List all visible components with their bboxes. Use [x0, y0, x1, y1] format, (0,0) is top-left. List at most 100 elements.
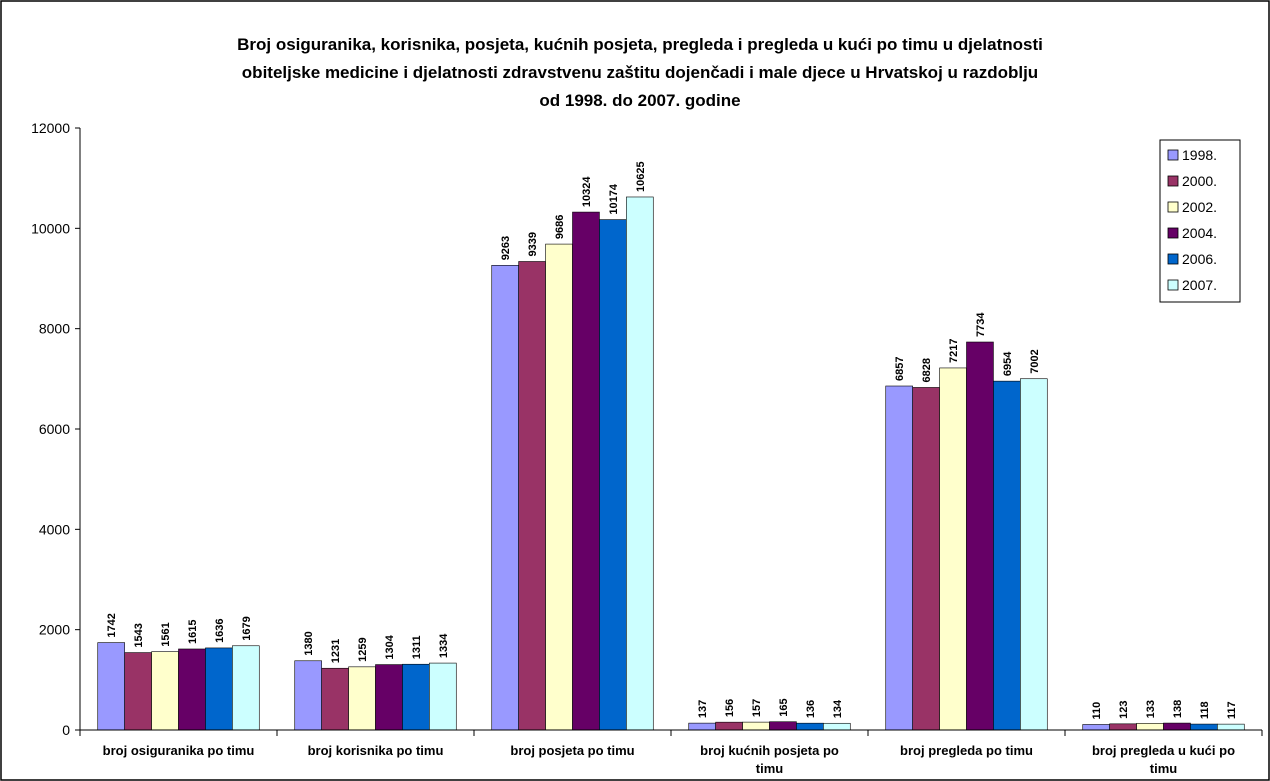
bar	[518, 261, 546, 731]
x-tick-label: broj pregleda po timu	[900, 743, 1033, 758]
data-label: 6954	[1002, 351, 1014, 376]
data-label: 10625	[635, 161, 647, 192]
legend-swatch	[1167, 279, 1179, 291]
x-tick-label: broj kućnih posjeta po timu	[700, 743, 839, 776]
y-tick-label: 0	[62, 722, 70, 738]
bar	[124, 652, 152, 731]
legend-label: 1998.	[1182, 147, 1217, 163]
data-label: 1742	[106, 613, 118, 637]
data-label: 9686	[554, 215, 566, 239]
data-label: 1311	[411, 635, 423, 659]
data-label: 1543	[133, 623, 145, 647]
data-label: 134	[832, 699, 844, 718]
bar	[742, 721, 770, 731]
data-label: 117	[1226, 701, 1238, 719]
bar	[966, 341, 994, 731]
bar	[572, 211, 600, 731]
data-label: 136	[805, 700, 817, 718]
data-label: 1679	[241, 616, 253, 640]
y-tick-label: 10000	[31, 220, 70, 236]
data-label: 1561	[160, 622, 172, 646]
bar	[1020, 378, 1048, 731]
chart-title: obiteljske medicine i djelatnosti zdravs…	[242, 63, 1038, 82]
data-label: 1259	[357, 637, 369, 661]
chart-title: Broj osiguranika, korisnika, posjeta, ku…	[237, 35, 1043, 54]
legend-swatch	[1167, 201, 1179, 213]
bar	[1082, 724, 1110, 731]
y-tick-label: 2000	[39, 622, 70, 638]
y-tick-label: 6000	[39, 421, 70, 437]
bar	[545, 243, 573, 731]
data-label: 9339	[527, 232, 539, 256]
bar	[321, 667, 349, 731]
bar	[348, 666, 376, 731]
legend-label: 2002.	[1182, 199, 1217, 215]
bar	[599, 219, 627, 731]
bar	[626, 196, 654, 731]
x-tick-label: broj osiguranika po timu	[103, 743, 255, 758]
bar	[151, 651, 179, 731]
data-label: 6857	[894, 357, 906, 381]
data-label: 10174	[608, 183, 620, 214]
data-label: 7734	[975, 312, 987, 337]
data-label: 1380	[303, 631, 315, 655]
bar	[1217, 723, 1245, 731]
legend-swatch	[1167, 175, 1179, 187]
data-label: 118	[1199, 701, 1211, 719]
bar	[796, 722, 824, 731]
bar	[688, 722, 716, 731]
data-label: 10324	[581, 176, 593, 207]
data-label: 1636	[214, 618, 226, 642]
legend-label: 2006.	[1182, 251, 1217, 267]
bar	[769, 721, 797, 731]
data-label: 9263	[500, 236, 512, 260]
data-label: 1334	[438, 633, 450, 658]
x-tick-label: broj posjeta po timu	[510, 743, 634, 758]
data-label: 1615	[187, 619, 199, 643]
chart-title: od 1998. do 2007. godine	[539, 91, 740, 110]
bar	[823, 722, 851, 731]
bar	[1109, 723, 1137, 731]
x-tick-label: broj korisnika po timu	[308, 743, 444, 758]
legend-label: 2007.	[1182, 277, 1217, 293]
bar	[993, 380, 1021, 731]
data-label: 7217	[948, 338, 960, 362]
data-label: 156	[724, 699, 736, 717]
data-label: 165	[778, 698, 790, 716]
bar	[232, 645, 260, 731]
bar	[178, 648, 206, 731]
bar	[402, 663, 430, 731]
legend-swatch	[1167, 253, 1179, 265]
data-label: 123	[1118, 700, 1130, 718]
y-tick-label: 8000	[39, 321, 70, 337]
bar	[491, 265, 519, 731]
data-label: 137	[697, 700, 709, 718]
legend-box	[1159, 139, 1241, 303]
y-tick-label: 12000	[31, 120, 70, 136]
bar	[1136, 723, 1164, 731]
data-label: 110	[1091, 702, 1103, 720]
data-label: 1304	[384, 634, 396, 659]
bar	[912, 387, 940, 731]
bar	[375, 664, 403, 731]
bar	[885, 385, 913, 731]
bar	[205, 647, 233, 731]
data-label: 6828	[921, 358, 933, 382]
legend-swatch	[1167, 227, 1179, 239]
x-tick-label: broj pregleda u kući po timu	[1092, 743, 1235, 776]
data-label: 1231	[330, 639, 342, 663]
bar	[715, 721, 743, 731]
data-label: 133	[1145, 700, 1157, 718]
y-tick-label: 4000	[39, 521, 70, 537]
bar	[294, 660, 322, 731]
data-label: 7002	[1029, 349, 1041, 373]
legend-label: 2004.	[1182, 225, 1217, 241]
bar	[1163, 722, 1191, 731]
data-label: 138	[1172, 700, 1184, 718]
bar	[429, 662, 457, 731]
bar	[939, 367, 967, 731]
data-label: 157	[751, 699, 763, 717]
legend-label: 2000.	[1182, 173, 1217, 189]
bar	[1190, 723, 1218, 731]
